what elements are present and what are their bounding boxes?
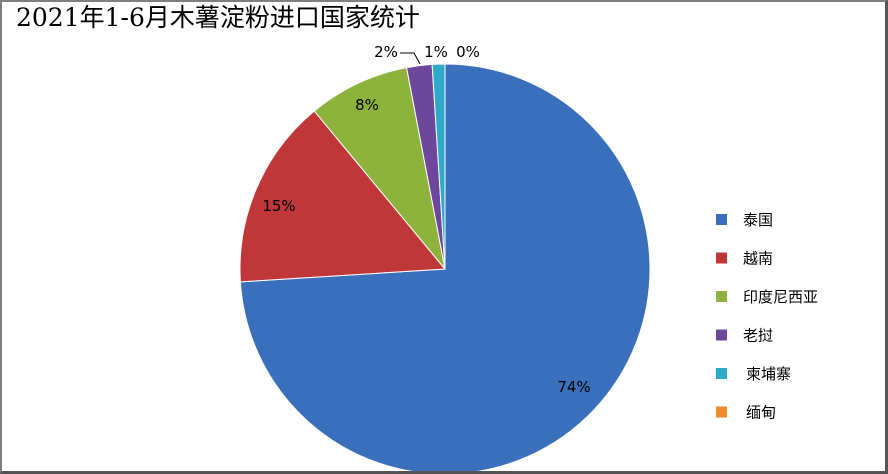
chart-title: 2021年1-6月木薯淀粉进口国家统计 [16,3,420,32]
legend-label-5: 缅甸 [746,404,776,422]
pie-slice-2 [313,67,446,270]
pie-slice-4 [431,63,446,270]
pie-slice-1 [239,110,447,283]
legend-label-2: 印度尼西亚 [743,288,818,306]
leader-line [400,52,421,65]
data-label-0: 74% [557,378,590,396]
data-label-3: 2% [374,43,398,61]
legend-label-1: 越南 [743,250,773,268]
legend-label-4: 柬埔寨 [746,365,791,383]
legend-swatch-1 [716,252,727,264]
data-label-5: 0% [456,43,480,61]
legend-label-0: 泰国 [743,211,773,229]
legend-swatch-2 [716,291,727,302]
data-label-4: 1% [424,43,448,61]
data-label-1: 15% [262,197,295,215]
legend-label-3: 老挝 [743,327,773,345]
legend-swatch-3 [716,329,727,341]
legend-swatch-5 [716,406,727,418]
legend-swatch-4 [716,368,727,379]
data-label-2: 8% [355,96,379,114]
legend-swatch-0 [716,214,727,225]
